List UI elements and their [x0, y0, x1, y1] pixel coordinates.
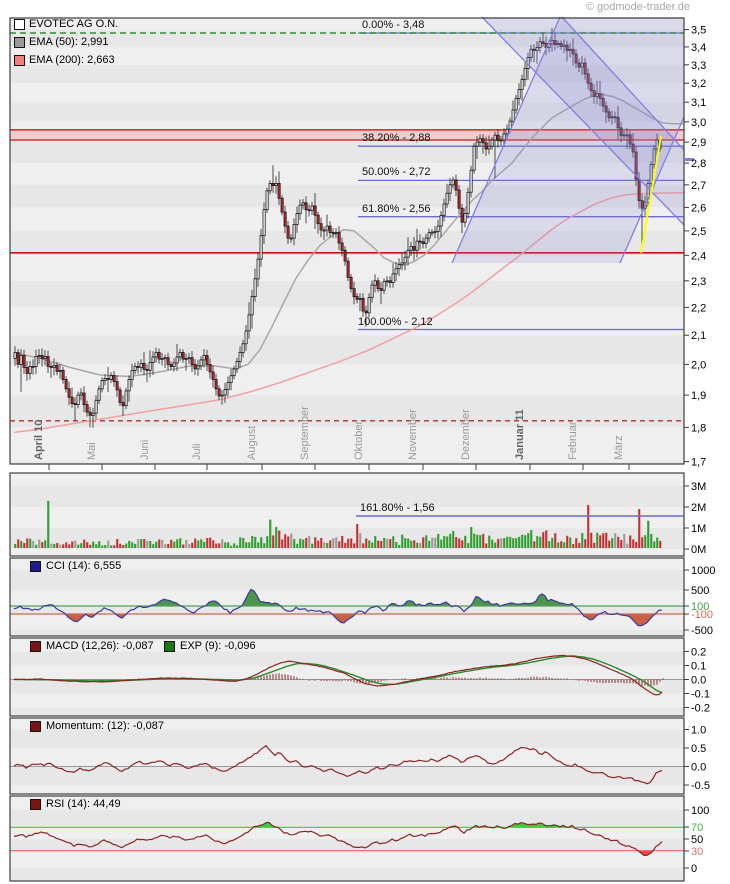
axis-tick-label: 2,5: [691, 226, 706, 238]
axis-tick-label: 500: [691, 585, 709, 597]
legend-row-ema200: EMA (200): 2,663: [14, 54, 115, 66]
axis-tick-label: 1M: [691, 523, 706, 535]
exp-panel-title: EXP (9): -0,096: [164, 640, 256, 652]
axis-tick-label: 2,3: [691, 276, 706, 288]
fib-label-382: 38.20% - 2,88: [362, 132, 431, 144]
month-label: Juli: [191, 443, 203, 460]
axis-tick-label: 3,5: [691, 25, 706, 37]
fib-label-50: 50.00% - 2,72: [362, 166, 431, 178]
axis-tick-label: 2,9: [691, 137, 706, 149]
rsi-panel-title: RSI (14): 44,49: [30, 798, 121, 810]
cci-swatch-icon: [30, 560, 41, 572]
axis-tick-label: 3M: [691, 481, 706, 493]
axis-tick-label: 1,9: [691, 390, 706, 402]
axis-tick-label: 30: [691, 846, 703, 858]
axis-tick-label: 1.0: [691, 725, 706, 737]
fib-label-0: 0.00% - 3,48: [362, 19, 425, 31]
axis-tick-label: -0.2: [691, 703, 710, 715]
momentum-label: Momentum: (12): -0,087: [46, 720, 164, 732]
axis-tick-label: 2,2: [691, 302, 706, 314]
axis-tick-label: 1,8: [691, 422, 706, 434]
rsi-label: RSI (14): 44,49: [46, 798, 121, 810]
legend-row-ema50: EMA (50): 2,991: [14, 36, 109, 48]
axis-tick-label: 0.1: [691, 661, 706, 673]
month-label: Januar 11: [514, 409, 526, 460]
axis-tick-label: 2,6: [691, 202, 706, 214]
momentum-swatch-icon: [30, 720, 41, 732]
macd-swatch-icon: [30, 640, 41, 652]
macd-label: MACD (12,26): -0,087: [46, 640, 154, 652]
axis-tick-label: 0.0: [691, 762, 706, 774]
axis-tick-label: 0.5: [691, 743, 706, 755]
ema50-swatch-icon: [14, 36, 25, 48]
axis-tick-label: 70: [691, 822, 703, 834]
month-label: August: [246, 426, 258, 460]
ema200-label: EMA (200): 2,663: [29, 54, 115, 66]
axis-tick-label: 0: [691, 863, 697, 875]
axis-tick-label: 1000: [691, 565, 715, 577]
month-label: September: [299, 406, 311, 460]
month-label: November: [407, 409, 419, 460]
axis-tick-label: 50: [691, 834, 703, 846]
axis-tick-label: 100: [691, 601, 709, 613]
fib-label-1618: 161.80% - 1,56: [360, 502, 435, 514]
axis-tick-label: 2,4: [691, 250, 706, 262]
axis-tick-label: -500: [691, 625, 713, 637]
axis-tick-label: 3,3: [691, 60, 706, 72]
exp-swatch-icon: [164, 640, 175, 652]
momentum-panel-title: Momentum: (12): -0,087: [30, 720, 164, 732]
axis-tick-label: 2,1: [691, 330, 706, 342]
rsi-swatch-icon: [30, 798, 41, 810]
axis-tick-label: -100: [691, 609, 713, 621]
axis-tick-label: -0.5: [691, 780, 710, 792]
axis-tick-label: -0.1: [691, 689, 710, 701]
fib-label-618: 61.80% - 2,56: [362, 203, 431, 215]
axis-tick-label: 0M: [691, 544, 706, 556]
symbol-swatch-icon: [14, 18, 25, 30]
symbol-label: EVOTEC AG O.N.: [29, 18, 119, 30]
month-label: Mai: [86, 442, 98, 460]
axis-tick-label: 3,0: [691, 117, 706, 129]
month-label: März: [613, 436, 625, 460]
axis-tick-label: 2,0: [691, 359, 706, 371]
cci-label: CCI (14): 6,555: [46, 560, 122, 572]
axis-tick-label: 3,1: [691, 97, 706, 109]
month-label: April 10: [33, 420, 45, 460]
watermark: © godmode-trader.de: [585, 1, 690, 13]
fib-label-100: 100.00% - 2,12: [358, 316, 433, 328]
ema50-label: EMA (50): 2,991: [29, 36, 109, 48]
axis-tick-label: 3,2: [691, 78, 706, 90]
month-label: Februar: [567, 421, 579, 460]
axis-tick-label: 1,7: [691, 457, 706, 469]
axis-tick-label: 2M: [691, 502, 706, 514]
axis-tick-label: 3,4: [691, 42, 706, 54]
axis-tick-label: 2,8: [691, 158, 706, 170]
cci-panel-title: CCI (14): 6,555: [30, 560, 121, 572]
ema200-swatch-icon: [14, 54, 25, 66]
axis-tick-label: 0.0: [691, 675, 706, 687]
axis-tick-label: 2,7: [691, 180, 706, 192]
legend-row-symbol: EVOTEC AG O.N.: [14, 18, 118, 30]
macd-panel-title: MACD (12,26): -0,087: [30, 640, 154, 652]
axis-tick-label: 100: [691, 805, 709, 817]
axis-tick-label: 0.2: [691, 647, 706, 659]
month-label: Oktober: [353, 421, 365, 460]
month-label: Juni: [139, 440, 151, 460]
month-label: Dezember: [460, 409, 472, 460]
exp-label: EXP (9): -0,096: [180, 640, 256, 652]
